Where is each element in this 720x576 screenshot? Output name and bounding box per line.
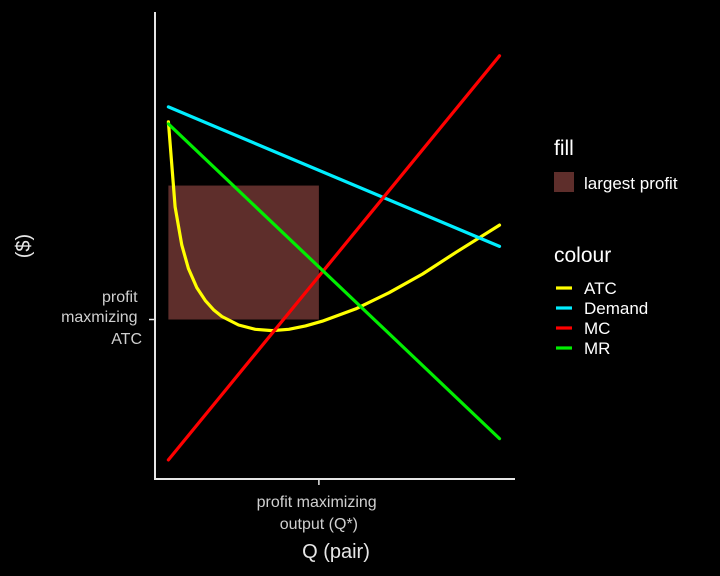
series-line-demand xyxy=(166,105,502,248)
x-tick-label-line-1: profit maximizing xyxy=(257,494,377,511)
y-tick-label-line-3: ATC xyxy=(111,331,142,348)
legend-colour-title: colour xyxy=(554,244,611,267)
x-axis-title: Q (pair) xyxy=(302,541,370,563)
legend-label-largest-profit: largest profit xyxy=(584,174,678,193)
legend-label-demand: Demand xyxy=(584,299,648,318)
legend-fill-title: fill xyxy=(554,137,574,160)
plot-area xyxy=(166,54,502,462)
legend-label-mc: MC xyxy=(584,319,610,338)
series-line-mr xyxy=(166,122,502,441)
y-axis-title: ($) xyxy=(13,234,35,258)
series-line-atc xyxy=(166,120,502,333)
y-tick-label-line-2: maxmizing xyxy=(61,309,137,326)
axes: profit maximizing output (Q*) profit max… xyxy=(13,12,515,563)
x-tick-label-line-2: output (Q*) xyxy=(280,516,358,533)
y-tick-label-line-1: profit xyxy=(102,289,138,306)
y-tick-label: profit maxmizing ATC xyxy=(61,289,142,348)
legend-label-mr: MR xyxy=(584,339,610,358)
largest-profit-rectangle xyxy=(168,185,319,320)
legend-swatch-largest-profit xyxy=(554,172,574,192)
series-line-mc xyxy=(166,54,502,462)
x-tick-label: profit maximizing output (Q*) xyxy=(257,494,381,533)
legend-label-atc: ATC xyxy=(584,279,617,298)
curve-group xyxy=(166,54,502,462)
